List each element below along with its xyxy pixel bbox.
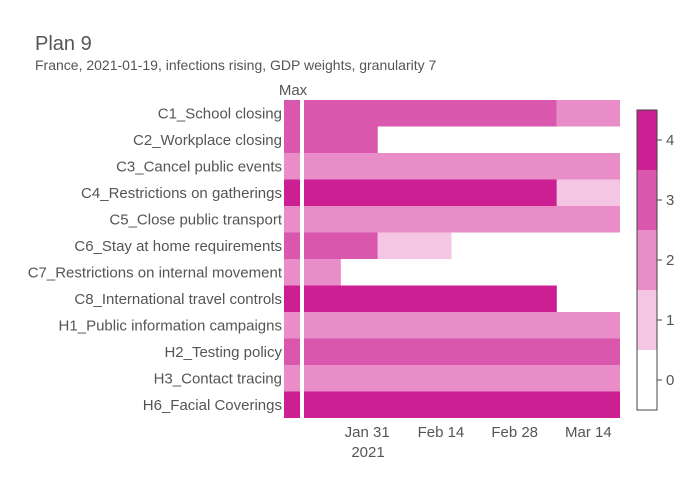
chart-title: Plan 9 — [35, 33, 92, 55]
max-cell — [284, 338, 300, 365]
heatmap-cell — [304, 259, 341, 286]
heatmap-cell — [304, 153, 620, 180]
x-tick-label: Mar 14 — [565, 424, 612, 441]
colorbar-swatch — [637, 170, 657, 230]
x-axis: Jan 31 Feb 14 Feb 28 Mar 14 — [345, 424, 612, 441]
row-label: C2_Workplace closing — [133, 132, 282, 149]
x-tick-label: Jan 31 — [345, 424, 390, 441]
max-cell — [284, 206, 300, 233]
x-tick-label: Feb 28 — [491, 424, 538, 441]
max-cell — [284, 285, 300, 312]
colorbar-swatch — [637, 290, 657, 350]
max-cell — [284, 391, 300, 418]
heatmap-cell — [304, 312, 620, 339]
heatmap-rows: C1_School closing C2_Workplace closing C3_… — [28, 100, 620, 418]
heatmap-cell — [304, 338, 620, 365]
colorbar-tick-label: 2 — [666, 252, 674, 269]
heatmap-cell — [304, 232, 378, 259]
heatmap-cell — [304, 179, 557, 206]
heatmap-cell — [377, 232, 452, 259]
colorbar-tick-label: 1 — [666, 312, 674, 329]
row-label: C4_Restrictions on gatherings — [81, 185, 282, 202]
row-label: C1_School closing — [158, 105, 282, 122]
colorbar-tick-label: 3 — [666, 192, 674, 209]
max-cell — [284, 126, 300, 153]
max-cell — [284, 153, 300, 180]
heatmap-cell — [304, 285, 557, 312]
max-cell — [284, 179, 300, 206]
colorbar-swatch — [637, 110, 657, 170]
max-column-label: Max — [279, 82, 308, 99]
colorbar-tick-label: 4 — [666, 132, 674, 149]
heatmap-cell — [556, 100, 620, 127]
row-label: C6_Stay at home requirements — [74, 238, 282, 255]
row-label: H3_Contact tracing — [154, 370, 282, 387]
row-label: H6_Facial Coverings — [143, 397, 282, 414]
row-label: C7_Restrictions on internal movement — [28, 264, 283, 281]
row-label: C8_International travel controls — [74, 291, 282, 308]
row-label: H2_Testing policy — [164, 344, 282, 361]
max-cell — [284, 312, 300, 339]
colorbar-swatch — [637, 350, 657, 410]
x-tick-label: Feb 14 — [418, 424, 465, 441]
heatmap-cell — [304, 100, 557, 127]
max-cell — [284, 232, 300, 259]
colorbar-swatch — [637, 230, 657, 290]
max-cell — [284, 100, 300, 127]
colorbar-tick-label: 0 — [666, 372, 674, 389]
heatmap-cell — [304, 126, 378, 153]
heatmap-cell — [556, 179, 620, 206]
colorbar: 0 1 2 3 4 — [636, 109, 674, 411]
heatmap-cell — [304, 391, 620, 418]
row-label: H1_Public information campaigns — [59, 317, 282, 334]
row-label: C3_Cancel public events — [116, 158, 282, 175]
max-cell — [284, 259, 300, 286]
row-label: C5_Close public transport — [109, 211, 282, 228]
heatmap-cell — [304, 365, 620, 392]
chart-subtitle: France, 2021-01-19, infections rising, G… — [35, 57, 436, 73]
x-year-label: 2021 — [351, 444, 384, 461]
heatmap-cell — [304, 206, 620, 233]
max-cell — [284, 365, 300, 392]
